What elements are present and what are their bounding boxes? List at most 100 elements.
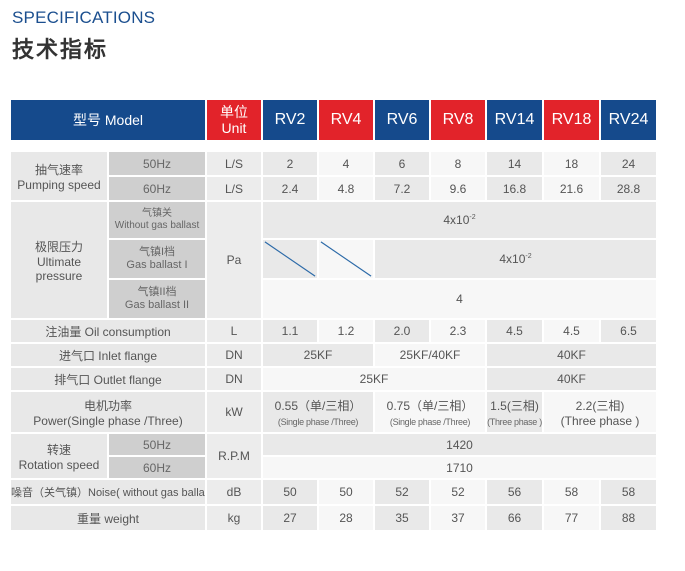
ultimate-ballast2-label: 气镇II档 Gas ballast II bbox=[109, 280, 207, 320]
table-cell: 4.5 bbox=[487, 320, 544, 344]
power-value-3: 1.5(三相) (Three phase ) bbox=[487, 392, 544, 434]
header-model-rv8: RV8 bbox=[431, 100, 487, 142]
weight-row: 重量 weight kg 27 28 35 37 66 77 88 bbox=[11, 506, 658, 532]
ultimate-label: 极限压力 Ultimate pressure bbox=[11, 202, 109, 320]
table-cell: 58 bbox=[544, 480, 601, 506]
header-model: 型号 Model bbox=[11, 100, 207, 142]
ultimate-na-rv4 bbox=[319, 240, 375, 280]
header-model-rv24: RV24 bbox=[601, 100, 658, 142]
header-model-rv2: RV2 bbox=[263, 100, 319, 142]
pumping-60-unit: L/S bbox=[207, 177, 263, 202]
outlet-unit: DN bbox=[207, 368, 263, 392]
table-cell: 27 bbox=[263, 506, 319, 532]
ultimate-ballast2-value: 4 bbox=[263, 280, 658, 320]
pumping-label: 抽气速率 Pumping speed bbox=[11, 152, 109, 202]
spec-table: 型号 Model 单位 Unit RV2 RV4 RV6 RV8 RV14 RV1… bbox=[11, 100, 658, 532]
table-cell: 66 bbox=[487, 506, 544, 532]
rotation-60hz: 60Hz bbox=[109, 457, 207, 480]
pumping-row-60: 60Hz L/S 2.4 4.8 7.2 9.6 16.8 21.6 28.8 bbox=[11, 177, 658, 202]
power-value-2: 0.75（单/三相） (Single phase /Three) bbox=[375, 392, 487, 434]
rotation-label: 转速 Rotation speed bbox=[11, 434, 109, 480]
header-model-rv4: RV4 bbox=[319, 100, 375, 142]
weight-unit: kg bbox=[207, 506, 263, 532]
table-cell: 14 bbox=[487, 152, 544, 177]
table-cell: 50 bbox=[319, 480, 375, 506]
inlet-row: 进气口 Inlet flange DN 25KF 25KF/40KF 40KF bbox=[11, 344, 658, 368]
oil-label: 注油量 Oil consumption bbox=[11, 320, 207, 344]
table-cell: 1.1 bbox=[263, 320, 319, 344]
table-cell: 2.3 bbox=[431, 320, 487, 344]
outlet-value-1: 25KF bbox=[263, 368, 487, 392]
table-cell: 50 bbox=[263, 480, 319, 506]
rotation-unit: R.P.M bbox=[207, 434, 263, 480]
ultimate-without-label: 气镇关 Without gas ballast bbox=[109, 202, 207, 240]
rotation-50-value: 1420 bbox=[263, 434, 658, 457]
outlet-row: 排气口 Outlet flange DN 25KF 40KF bbox=[11, 368, 658, 392]
table-cell: 1.2 bbox=[319, 320, 375, 344]
header-model-rv18: RV18 bbox=[544, 100, 601, 142]
table-cell: 52 bbox=[431, 480, 487, 506]
diagonal-slash-icon bbox=[320, 241, 372, 277]
title-chinese: 技术指标 bbox=[12, 38, 109, 63]
ultimate-ballast1-value: 4x10-2 bbox=[375, 240, 658, 280]
table-cell: 88 bbox=[601, 506, 658, 532]
power-value-1: 0.55（单/三相） (Single phase /Three) bbox=[263, 392, 375, 434]
table-cell: 7.2 bbox=[375, 177, 431, 202]
header-unit: 单位 Unit bbox=[207, 100, 263, 142]
power-label: 电机功率 Power(Single phase /Three) bbox=[11, 392, 207, 434]
table-cell: 21.6 bbox=[544, 177, 601, 202]
table-cell: 77 bbox=[544, 506, 601, 532]
inlet-value-1: 25KF bbox=[263, 344, 375, 368]
table-cell: 56 bbox=[487, 480, 544, 506]
table-cell: 18 bbox=[544, 152, 601, 177]
table-cell: 37 bbox=[431, 506, 487, 532]
header-model-rv14: RV14 bbox=[487, 100, 544, 142]
table-cell: 28.8 bbox=[601, 177, 658, 202]
oil-row: 注油量 Oil consumption L 1.1 1.2 2.0 2.3 4.… bbox=[11, 320, 658, 344]
header-model-rv6: RV6 bbox=[375, 100, 431, 142]
table-cell: 8 bbox=[431, 152, 487, 177]
oil-unit: L bbox=[207, 320, 263, 344]
rotation-50hz: 50Hz bbox=[109, 434, 207, 457]
table-cell: 9.6 bbox=[431, 177, 487, 202]
noise-unit: dB bbox=[207, 480, 263, 506]
table-cell: 4.5 bbox=[544, 320, 601, 344]
table-cell: 28 bbox=[319, 506, 375, 532]
title-english: SPECIFICATIONS bbox=[12, 8, 156, 27]
rotation-row-60: 60Hz 1710 bbox=[11, 457, 658, 480]
noise-label: 噪音（关气镇）Noise( without gas ballast) bbox=[11, 480, 207, 506]
noise-row: 噪音（关气镇）Noise( without gas ballast) dB 50… bbox=[11, 480, 658, 506]
ultimate-unit: Pa bbox=[207, 202, 263, 320]
pumping-row-50: 抽气速率 Pumping speed 50Hz L/S 2 4 6 8 14 18… bbox=[11, 152, 658, 202]
ultimate-row-ballast1: 气镇I档 Gas ballast I 4x10-2 bbox=[11, 240, 658, 280]
diagonal-slash-icon bbox=[264, 241, 316, 277]
ultimate-row-ballast2: 气镇II档 Gas ballast II 4 bbox=[11, 280, 658, 320]
table-cell: 4.8 bbox=[319, 177, 375, 202]
table-cell: 2 bbox=[263, 152, 319, 177]
table-cell: 6 bbox=[375, 152, 431, 177]
ultimate-row-without: 极限压力 Ultimate pressure 气镇关 Without gas ball… bbox=[11, 202, 658, 320]
inlet-value-3: 40KF bbox=[487, 344, 658, 368]
power-unit: kW bbox=[207, 392, 263, 434]
table-cell: 35 bbox=[375, 506, 431, 532]
table-cell: 2.4 bbox=[263, 177, 319, 202]
outlet-value-2: 40KF bbox=[487, 368, 658, 392]
pumping-60hz: 60Hz bbox=[109, 177, 207, 202]
pumping-50hz: 50Hz bbox=[109, 152, 207, 177]
inlet-label: 进气口 Inlet flange bbox=[11, 344, 207, 368]
table-cell: 16.8 bbox=[487, 177, 544, 202]
table-cell: 58 bbox=[601, 480, 658, 506]
table-cell: 24 bbox=[601, 152, 658, 177]
header-row: 型号 Model 单位 Unit RV2 RV4 RV6 RV8 RV14 RV1… bbox=[11, 100, 658, 142]
table-cell: 4 bbox=[319, 152, 375, 177]
table-cell: 52 bbox=[375, 480, 431, 506]
pumping-50-unit: L/S bbox=[207, 152, 263, 177]
rotation-60-value: 1710 bbox=[263, 457, 658, 480]
weight-label: 重量 weight bbox=[11, 506, 207, 532]
table-cell: 2.0 bbox=[375, 320, 431, 344]
inlet-value-2: 25KF/40KF bbox=[375, 344, 487, 368]
ultimate-ballast1-label: 气镇I档 Gas ballast I bbox=[109, 240, 207, 280]
power-row: 电机功率 Power(Single phase /Three) kW 0.55（单… bbox=[11, 392, 658, 434]
rotation-row-50: 转速 Rotation speed 50Hz R.P.M 1420 bbox=[11, 434, 658, 480]
inlet-unit: DN bbox=[207, 344, 263, 368]
